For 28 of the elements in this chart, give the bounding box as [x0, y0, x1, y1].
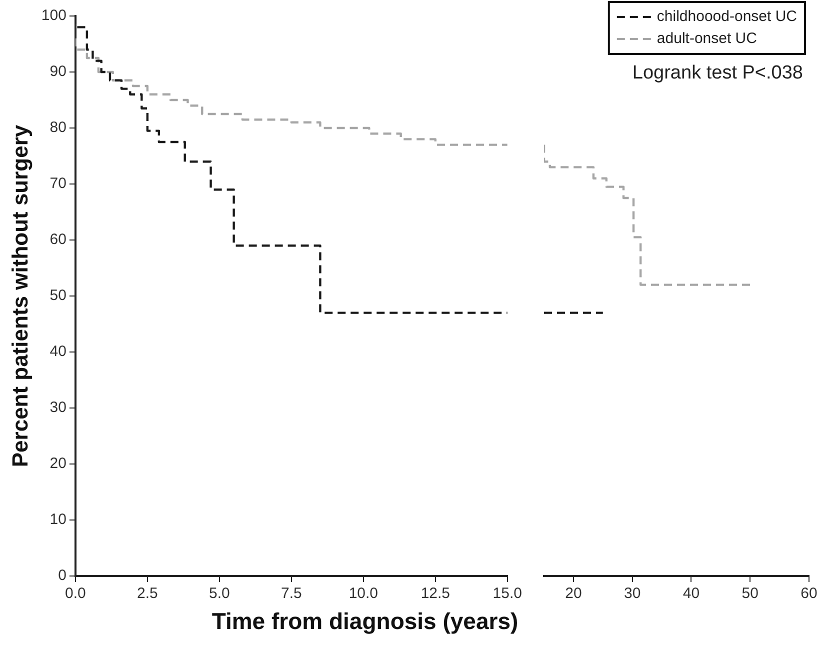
y-tick-label: 60 [50, 231, 66, 248]
x-tick-label: 0.0 [64, 585, 86, 602]
x-tick-label: 15.0 [492, 585, 522, 602]
y-tick-label: 20 [50, 455, 66, 472]
y-tick-label: 50 [50, 287, 66, 304]
y-tick-label: 0 [58, 567, 66, 584]
y-tick-label: 40 [50, 343, 66, 360]
y-axis-title: Percent patients without surgery [7, 124, 32, 468]
x-tick-label: 12.5 [420, 585, 450, 602]
x-tick-label: 50 [742, 585, 758, 602]
x-tick-label: 40 [682, 585, 700, 602]
x-tick-label: 10.0 [348, 585, 378, 602]
x-tick-label: 30 [624, 585, 641, 602]
x-tick-label: 7.5 [280, 585, 302, 602]
y-tick-label: 30 [50, 399, 66, 416]
y-tick-label: 70 [50, 175, 66, 192]
x-axis-title: Time from diagnosis (years) [210, 608, 520, 635]
y-tick-label: 100 [41, 7, 66, 24]
x-tick-label: 2.5 [136, 585, 158, 602]
annotation: Logrank test P<.038 [632, 62, 803, 84]
legend-label: childhoood-onset UC [656, 8, 798, 26]
legend-label: adult-onset UC [656, 30, 758, 48]
y-tick-label: 10 [50, 511, 66, 528]
y-tick-label: 90 [50, 63, 66, 80]
x-tick-label: 5.0 [208, 585, 230, 602]
y-tick-label: 80 [50, 119, 66, 136]
x-tick-label: 20 [565, 585, 582, 602]
x-tick-label: 60 [800, 585, 818, 602]
